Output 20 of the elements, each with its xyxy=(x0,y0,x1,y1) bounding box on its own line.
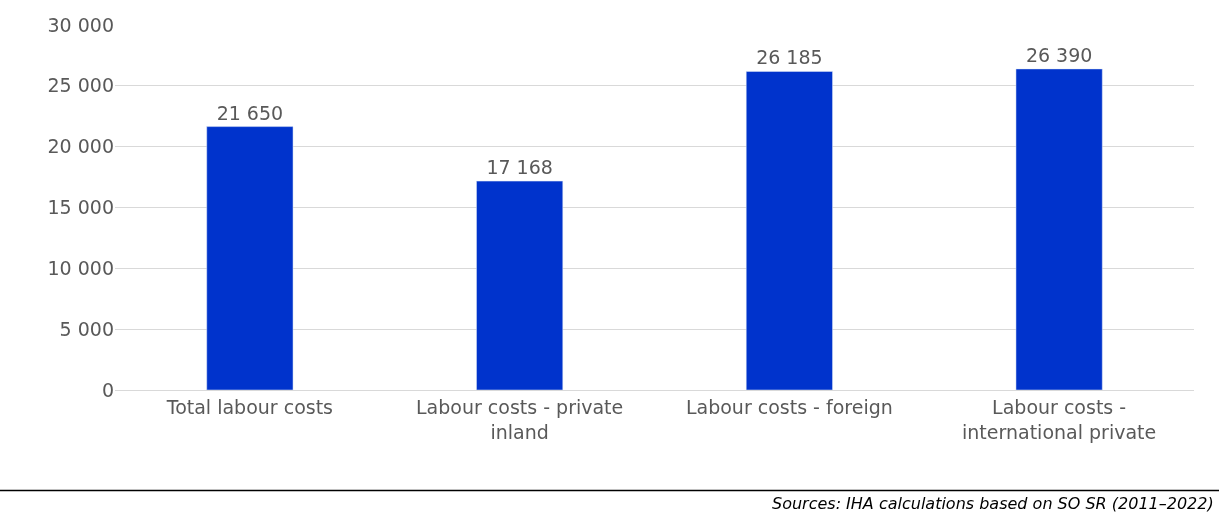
y-tick-label: 5 000 xyxy=(59,317,114,340)
y-tick-label: 0 xyxy=(101,378,114,401)
x-tick-label: Labour costs - foreign xyxy=(685,395,893,418)
x-tick-label: Labour costs - private inland xyxy=(416,395,624,443)
data-label: 21 650 xyxy=(216,101,284,124)
y-tick-label: 15 000 xyxy=(47,196,114,219)
y-tick-label: 20 000 xyxy=(47,135,114,158)
y-tick-label: 30 000 xyxy=(47,13,114,36)
y-tick-label: 25 000 xyxy=(47,74,114,97)
data-label: 17 168 xyxy=(486,156,553,179)
x-tick-label: Total labour costs xyxy=(165,395,333,418)
bar xyxy=(206,126,294,390)
data-label: 26 390 xyxy=(1025,43,1093,66)
bar xyxy=(476,180,564,390)
source-note: Sources: IHA calculations based on SO SR (2011–2022) xyxy=(772,494,1214,513)
bar xyxy=(1015,68,1103,390)
x-tick-label: Labour costs - international private xyxy=(962,395,1157,443)
bar xyxy=(745,71,833,390)
y-tick-label: 10 000 xyxy=(47,256,114,279)
data-label: 26 185 xyxy=(756,46,823,69)
